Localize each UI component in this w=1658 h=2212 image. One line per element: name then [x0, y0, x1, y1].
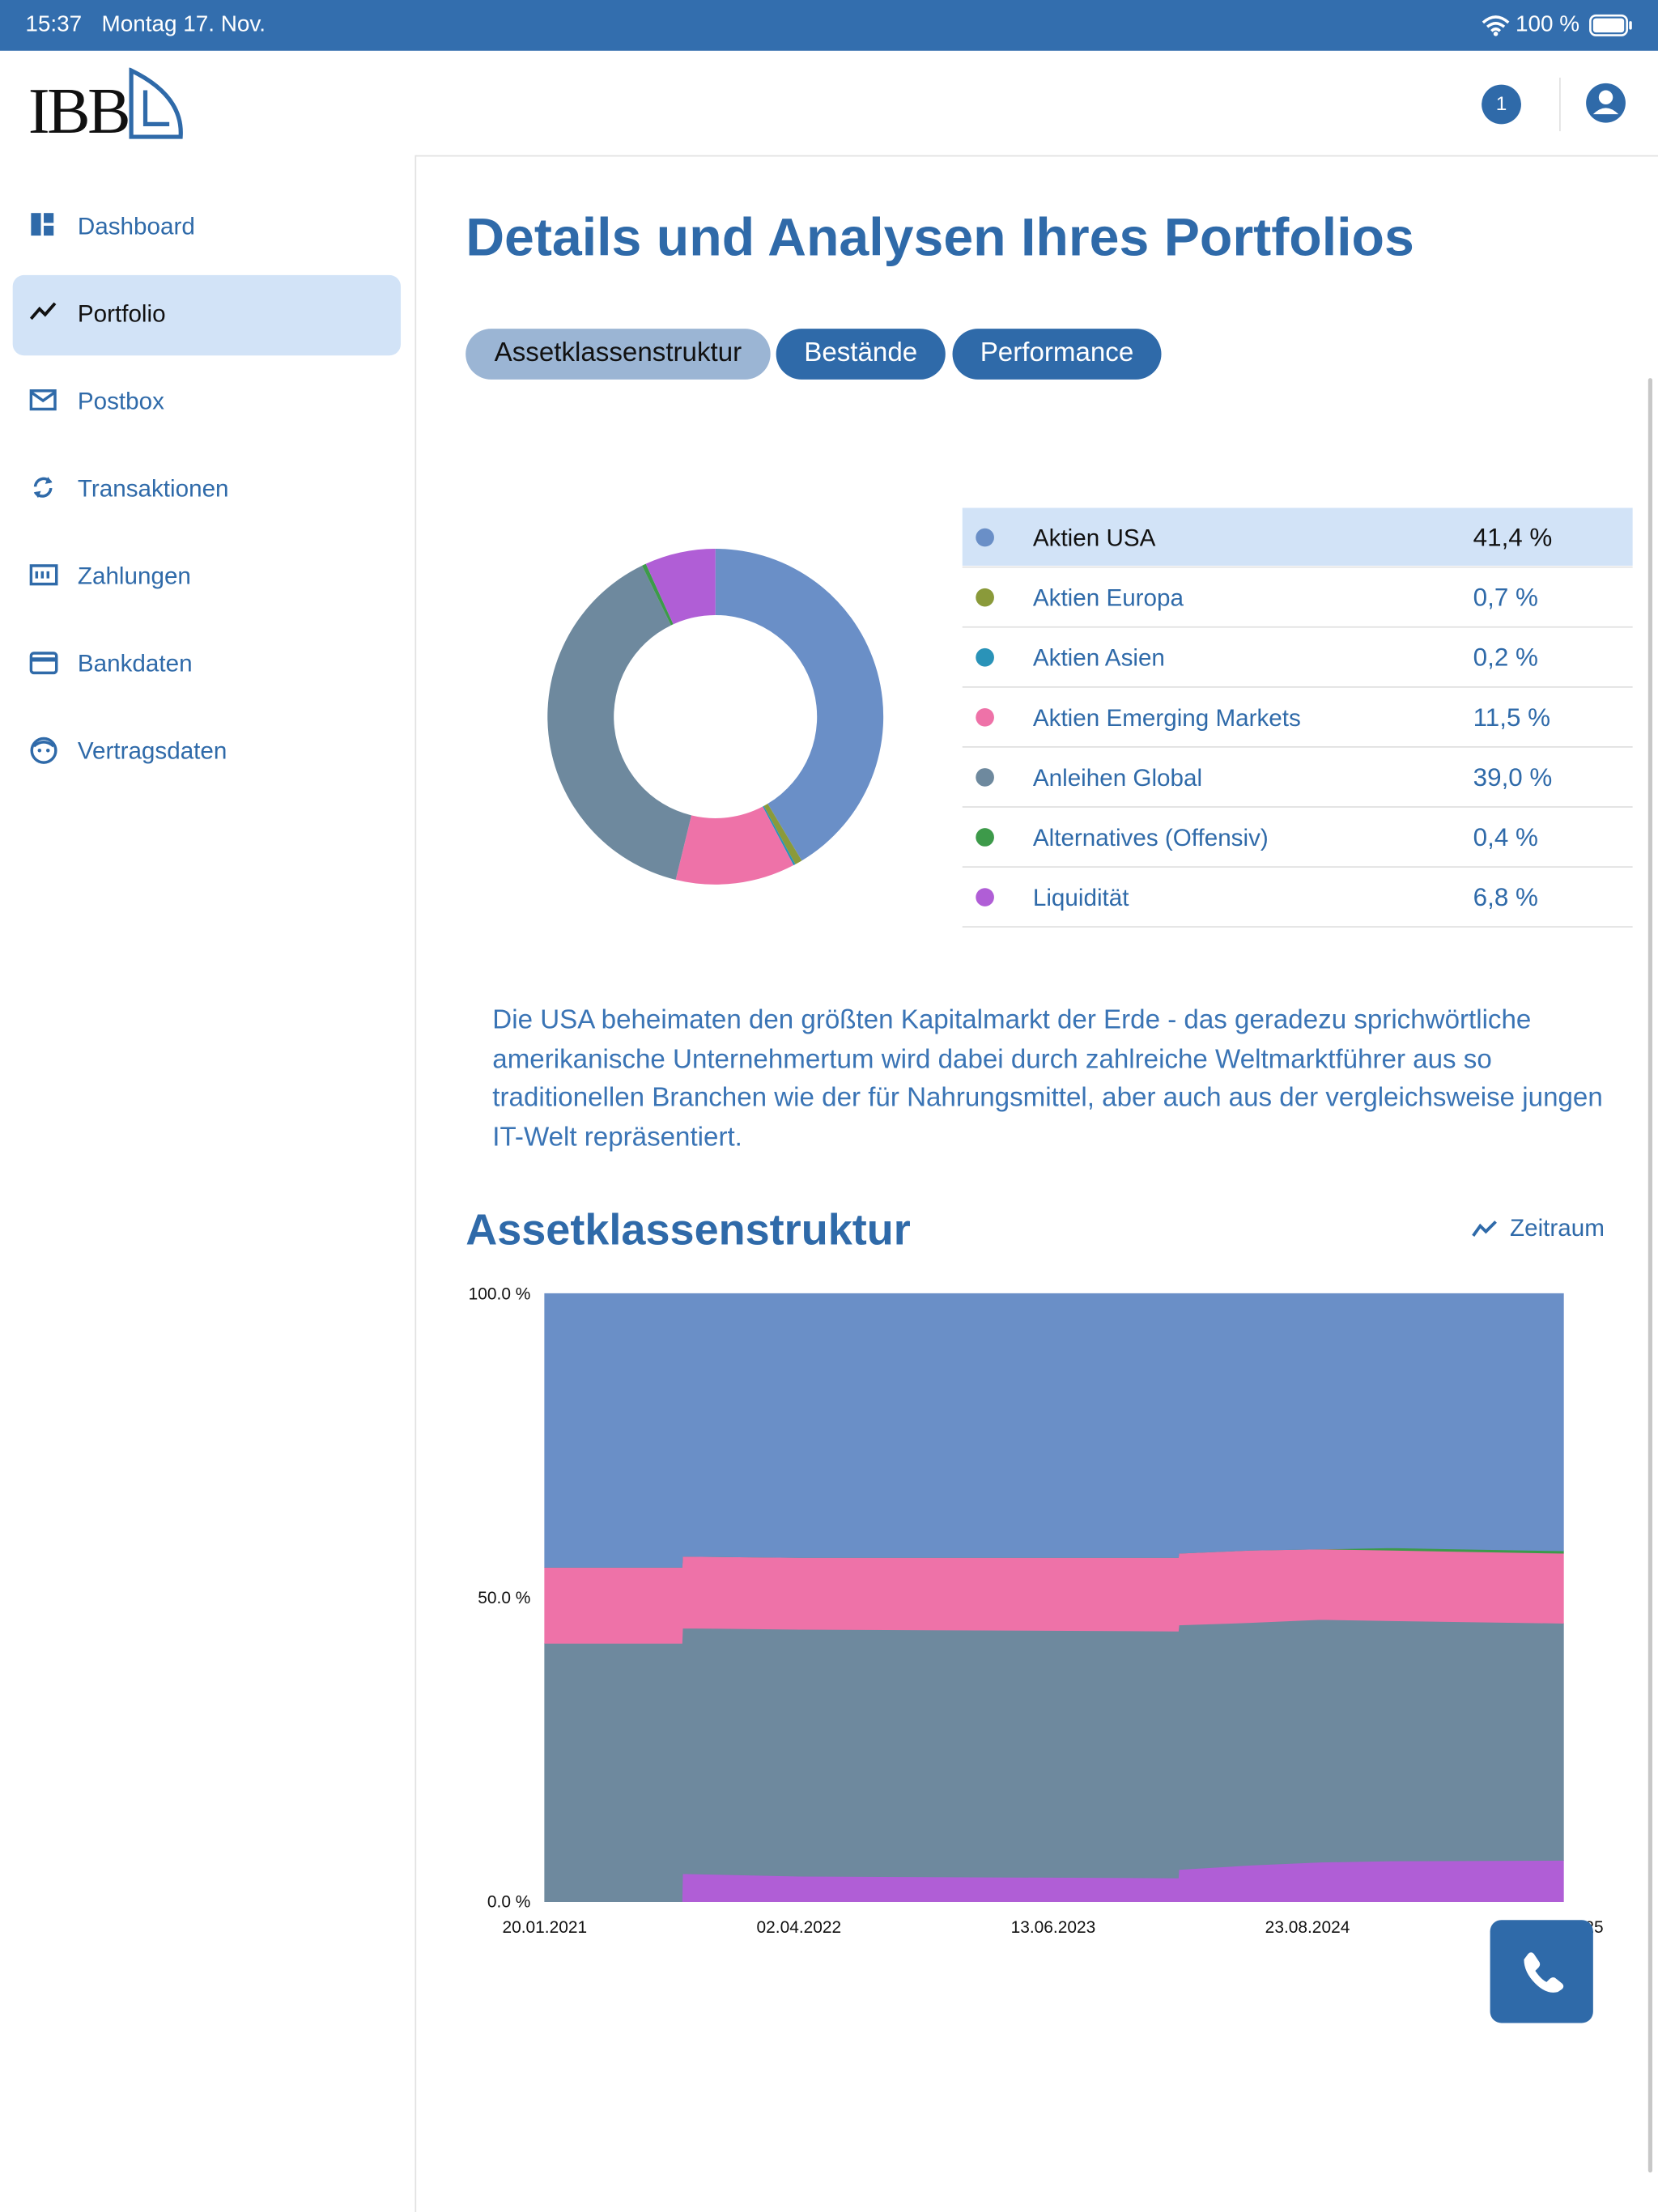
legend-marker [976, 888, 994, 906]
y-tick-label: 50.0 % [478, 1589, 530, 1607]
legend-marker [976, 768, 994, 787]
header-border [414, 155, 1658, 157]
header-divider [1559, 77, 1561, 132]
nav-icon [31, 213, 54, 236]
nav-icon [30, 737, 57, 764]
nav-label: Vertragsdaten [77, 737, 227, 765]
legend-marker [976, 588, 994, 607]
area [544, 1293, 1564, 1568]
pie-slice [763, 804, 802, 864]
logo-icon[interactable] [127, 67, 189, 142]
legend-label: Aktien USA [1033, 525, 1156, 552]
legend-label: Aktien Europa [1033, 585, 1184, 612]
legend-value: 0,7 % [1473, 584, 1538, 612]
nav-icon [29, 389, 57, 411]
nav-item[interactable]: Transaktionen [13, 450, 401, 530]
legend-marker [976, 707, 994, 727]
x-tick-label: 02.04.2022 [757, 1918, 842, 1937]
status-date: Montag 17. Nov. [101, 12, 266, 37]
nav-item[interactable]: Postbox [13, 363, 401, 443]
nav-item[interactable]: Dashboard [13, 188, 401, 268]
legend-marker [976, 647, 994, 667]
sidebar-border [414, 155, 417, 2212]
nav-item[interactable]: Vertragsdaten [13, 712, 401, 792]
nav-label: Zahlungen [77, 563, 191, 590]
notifications-button[interactable] [1479, 82, 1524, 127]
y-tick-label: 0.0 % [487, 1893, 530, 1912]
nav-icon [29, 564, 58, 586]
pie-slice [642, 563, 674, 626]
timeframe-icon[interactable] [1470, 1217, 1499, 1240]
legend-label: Anleihen Global [1033, 765, 1202, 792]
phone-icon[interactable] [1490, 1920, 1593, 2023]
legend-label: Alternatives (Offensiv) [1033, 825, 1269, 851]
page-title: Details und Analysen Ihres Portfolios [466, 208, 1414, 269]
notification-count[interactable]: 1 [1495, 91, 1507, 115]
nav-item[interactable]: Portfolio [12, 274, 402, 356]
legend-value: 0,4 % [1473, 823, 1538, 851]
status-time: 15:37 [25, 12, 83, 37]
legend-marker [976, 528, 994, 547]
nav-item[interactable]: Bankdaten [13, 625, 401, 705]
x-tick-label: 23.08.2024 [1265, 1918, 1350, 1937]
pie-slice [715, 549, 884, 861]
nav-label: Postbox [77, 388, 164, 415]
chart-title: Assetklassenstruktur [466, 1204, 911, 1255]
wifi-icon [1482, 15, 1510, 36]
nav-label: Portfolio [77, 300, 166, 328]
tab[interactable]: Bestände [776, 329, 946, 380]
nav-label: Transaktionen [77, 475, 229, 503]
x-tick-label: 20.01.2021 [502, 1918, 587, 1937]
nav-icon [33, 477, 53, 499]
call-button[interactable] [1490, 1920, 1593, 2023]
profile-button[interactable] [1584, 82, 1626, 124]
tab[interactable]: Assetklassenstruktur [466, 329, 771, 380]
legend-value: 6,8 % [1473, 883, 1538, 911]
legend-marker [976, 828, 994, 847]
logo-text[interactable]: IBB [28, 74, 131, 147]
legend-value: 0,2 % [1473, 643, 1538, 672]
legend-label: Aktien Emerging Markets [1033, 705, 1301, 732]
nav-icon [29, 302, 57, 321]
y-tick-label: 100.0 % [469, 1284, 531, 1303]
pie-slice [763, 805, 796, 866]
legend-label: Aktien Asien [1033, 645, 1165, 672]
legend-value: 11,5 % [1473, 703, 1550, 732]
description: Die USA beheimaten den größten Kapitalma… [492, 1005, 1603, 1153]
nav-label: Bankdaten [77, 650, 193, 677]
pie-slice [547, 565, 692, 880]
battery-icon [1589, 14, 1632, 36]
legend-value: 41,4 % [1473, 524, 1553, 552]
status-bar: 15:37 Montag 17. Nov. 100 % [0, 0, 1658, 51]
nav-label: Dashboard [77, 213, 195, 240]
legend-value: 39,0 % [1473, 763, 1553, 792]
timeframe-button[interactable]: Zeitraum [1510, 1214, 1605, 1242]
x-tick-label: 13.06.2023 [1011, 1918, 1096, 1937]
status-battery: 100 % [1515, 12, 1580, 37]
pie-slice [645, 549, 716, 625]
area [544, 1619, 1564, 1902]
scrollbar [1647, 378, 1653, 2173]
nav-item[interactable]: Zahlungen [13, 537, 401, 618]
legend-label: Liquidität [1033, 885, 1129, 911]
pie-slice [675, 806, 794, 885]
nav-icon [29, 652, 58, 675]
legend-highlight [962, 507, 1633, 566]
tab[interactable]: Performance [952, 329, 1162, 380]
